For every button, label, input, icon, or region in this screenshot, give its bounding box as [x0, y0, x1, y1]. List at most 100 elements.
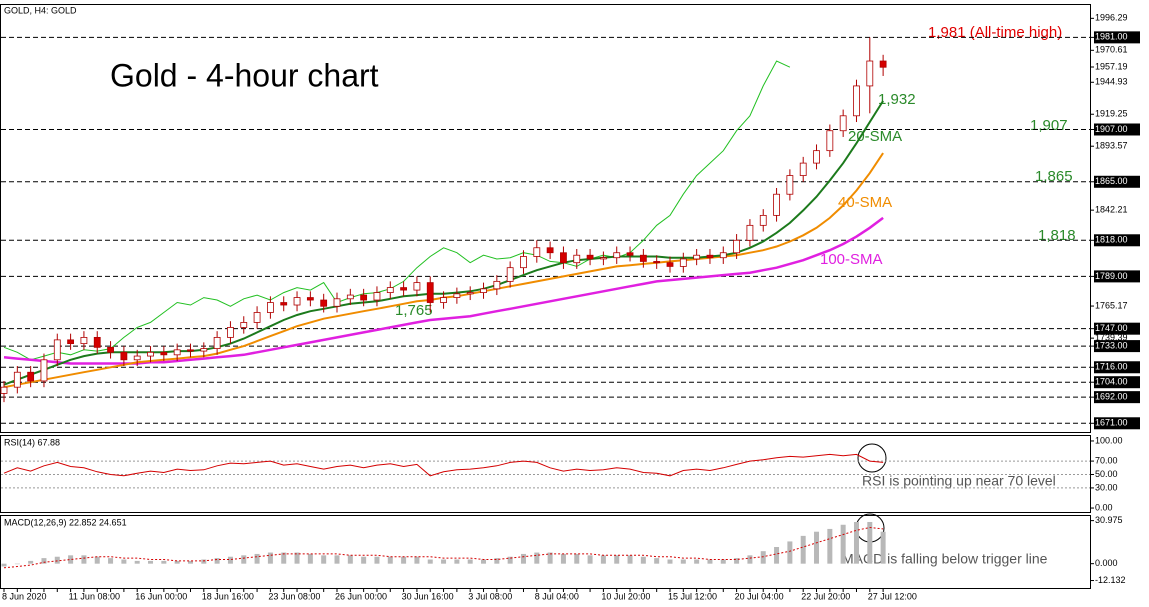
macd-bar [41, 558, 47, 564]
y-tick-label: 1692.00 [1095, 392, 1128, 402]
macd-bar [227, 556, 233, 564]
candle-body [53, 339, 61, 361]
candle-body [506, 267, 514, 282]
y-tick-box [1094, 391, 1140, 404]
y-tick-label: 1765.17 [1095, 300, 1128, 310]
y-tick-label: 0.00 [1095, 502, 1113, 512]
macd-bar [614, 555, 620, 564]
annotation: 1,765 [395, 302, 433, 319]
candle-body [346, 294, 354, 300]
x-tick-label: 18 Jun 16:00 [202, 591, 254, 601]
y-tick-label: 1957.19 [1095, 61, 1128, 71]
candle-body [466, 292, 474, 295]
candle-body [320, 299, 328, 307]
candle-body [240, 322, 248, 328]
macd-bar [720, 559, 726, 564]
macd-bar [54, 556, 60, 564]
candle-body [520, 256, 527, 269]
macd-bar [334, 555, 340, 564]
x-tick-label: 16 Jun 00:00 [135, 591, 187, 601]
candle-body [586, 254, 594, 260]
macd-bar [827, 528, 833, 564]
candle-body [293, 297, 301, 306]
candle-body [653, 261, 661, 264]
y-tick-box [1094, 31, 1140, 44]
candle-body [400, 287, 408, 291]
y-tick-box [1094, 175, 1140, 188]
macd-bar [520, 553, 526, 564]
y-tick-label: 1996.29 [1095, 13, 1128, 23]
annotation: 1,818 [1038, 227, 1076, 244]
candle-body [67, 339, 74, 345]
macd-bar [241, 555, 247, 564]
macd-bar [574, 553, 580, 564]
macd-bar [161, 560, 167, 564]
x-tick-label: 26 Jun 00:00 [335, 591, 387, 601]
x-tick-label: 10 Jul 20:00 [601, 591, 650, 601]
candle-body [719, 252, 727, 259]
y-tick-label: 1893.57 [1095, 141, 1128, 151]
candle-body [613, 252, 621, 259]
macd-bar [321, 555, 327, 564]
candle-body [560, 252, 567, 264]
candle-body [213, 336, 221, 349]
candle-body [120, 351, 128, 361]
y-tick-box [1094, 417, 1140, 430]
candle-body [386, 287, 394, 293]
macd-bar [254, 553, 260, 564]
candle-body [40, 359, 48, 382]
macd-bar [534, 552, 540, 564]
annotation: 1,907 [1030, 117, 1068, 134]
y-tick-label: 1970.61 [1095, 45, 1128, 55]
macd-bar [587, 555, 593, 564]
macd-bar [774, 546, 780, 564]
candle-body [426, 282, 434, 303]
macd-bar [840, 524, 846, 564]
macd-bar [694, 559, 700, 564]
candle-body [280, 302, 288, 306]
x-tick-label: 30 Jun 16:00 [402, 591, 454, 601]
highlight-circle [857, 443, 887, 473]
macd-bar [627, 555, 633, 564]
candle-body [493, 280, 501, 290]
macd-panel [0, 515, 1091, 589]
y-tick-box [1094, 234, 1140, 247]
y-tick-label: 1789.00 [1095, 271, 1128, 281]
macd-bar [68, 555, 74, 564]
macd-bar [867, 521, 873, 564]
macd-bar [507, 556, 513, 564]
macd-bar [281, 552, 287, 564]
x-tick-label: 20 Jul 04:00 [735, 591, 784, 601]
y-tick-label: 1919.25 [1095, 109, 1128, 119]
candle-body [759, 214, 767, 226]
macd-bar [427, 559, 433, 564]
rsi-line [3, 453, 884, 477]
y-tick-label: 1733.00 [1095, 340, 1128, 350]
candle-body [666, 262, 674, 267]
macd-bar [121, 559, 127, 564]
x-tick-label: 11 Jun 08:00 [69, 591, 120, 601]
indicator-line [3, 60, 791, 361]
macd-bar [347, 555, 353, 564]
macd-bar [680, 559, 686, 564]
candle-body [93, 336, 101, 348]
macd-bar [148, 560, 154, 564]
candle-body [253, 312, 261, 323]
macd-bar [134, 560, 140, 564]
symbol-label: GOLD, H4: GOLD [4, 5, 77, 15]
candle-body [866, 60, 874, 87]
y-tick-label: 1981.00 [1095, 32, 1128, 42]
macd-bar [640, 556, 646, 564]
candle-body [839, 115, 847, 132]
candle-body [360, 294, 368, 301]
macd-bar [1, 563, 7, 567]
macd-bar [467, 559, 473, 564]
candle-body [187, 349, 194, 352]
x-tick-label: 23 Jun 08:00 [268, 591, 320, 601]
y-tick-label: 1716.00 [1095, 362, 1128, 372]
macd-bar [454, 559, 460, 564]
macd-bar [307, 553, 313, 564]
x-tick-label: 8 Jun 2020 [2, 591, 47, 601]
y-tick-label: 30.975 [1095, 515, 1123, 525]
macd-bar [28, 560, 34, 564]
